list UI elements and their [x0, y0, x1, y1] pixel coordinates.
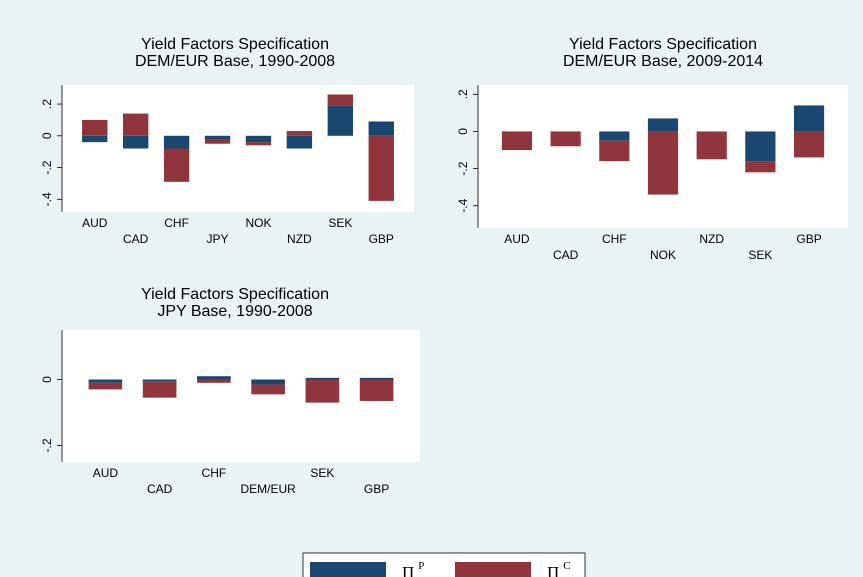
- x-tick-label: AUD: [504, 232, 530, 246]
- bar-segment: [245, 135, 272, 143]
- bar-segment: [88, 382, 123, 390]
- bar-segment: [550, 131, 581, 147]
- x-tick-label: SEK: [748, 248, 772, 262]
- bar-segment: [745, 161, 776, 173]
- x-tick-label: SEK: [328, 216, 352, 230]
- x-tick-label: AUD: [93, 466, 119, 480]
- x-tick-label: CHF: [602, 232, 627, 246]
- y-tick-label: 0: [40, 376, 54, 383]
- bar-segment: [305, 379, 340, 403]
- x-tick-label: GBP: [796, 232, 821, 246]
- bar-segment: [368, 135, 394, 201]
- bar-segment: [696, 131, 727, 160]
- y-tick-label: 0: [456, 128, 470, 135]
- x-tick-label: NZD: [699, 232, 724, 246]
- legend-superscript: P: [418, 560, 424, 572]
- x-tick-label: GBP: [364, 482, 389, 496]
- legend-symbol: Π: [547, 563, 559, 577]
- x-tick-label: NOK: [245, 216, 271, 230]
- x-tick-label: CAD: [123, 232, 149, 246]
- bar-segment: [647, 131, 679, 195]
- bar-segment: [122, 135, 149, 149]
- chart-title: Yield Factors Specification: [141, 286, 329, 303]
- x-tick-label: GBP: [369, 232, 394, 246]
- x-tick-label: CHF: [164, 216, 189, 230]
- bar-segment: [204, 138, 231, 144]
- legend-swatch: [455, 562, 531, 577]
- bar-segment: [82, 135, 108, 143]
- legend-superscript: C: [563, 560, 570, 572]
- bar-segment: [745, 131, 776, 162]
- y-tick-label: .2: [456, 89, 470, 99]
- bar-segment: [197, 376, 231, 380]
- bar-segment: [286, 131, 313, 136]
- bar-segment: [599, 131, 630, 141]
- bar-segment: [793, 131, 825, 158]
- y-tick-label: .2: [40, 99, 54, 109]
- bar-segment: [122, 113, 149, 136]
- x-tick-label: CHF: [202, 466, 227, 480]
- bar-segment: [327, 94, 354, 106]
- chart-title: DEM/EUR Base, 1990-2008: [135, 53, 335, 70]
- chart-title: Yield Factors Specification: [141, 36, 329, 53]
- x-tick-label: CAD: [553, 248, 579, 262]
- legend-symbol: Π: [402, 563, 414, 577]
- bar-segment: [327, 105, 354, 136]
- y-tick-label: -.4: [40, 192, 54, 206]
- y-tick-label: 0: [40, 132, 54, 139]
- bar-segment: [245, 142, 272, 146]
- y-tick-label: -.4: [456, 198, 470, 212]
- bar-segment: [142, 379, 177, 382]
- bar-segment: [163, 148, 190, 182]
- bar-segment: [251, 379, 285, 385]
- legend-swatch: [310, 562, 386, 577]
- bar-segment: [647, 118, 679, 132]
- bar-segment: [305, 377, 340, 380]
- x-tick-label: NOK: [650, 248, 676, 262]
- bar-segment: [251, 384, 285, 395]
- bar-segment: [286, 135, 313, 149]
- x-tick-label: JPY: [207, 232, 229, 246]
- bar-segment: [359, 377, 394, 380]
- y-tick-label: -.2: [40, 160, 54, 174]
- bar-segment: [163, 135, 190, 149]
- bar-segment: [142, 381, 177, 398]
- x-tick-label: AUD: [82, 216, 108, 230]
- bar-segment: [88, 379, 123, 383]
- chart-title: Yield Factors Specification: [569, 36, 757, 53]
- bar-segment: [359, 379, 394, 401]
- x-tick-label: SEK: [310, 466, 334, 480]
- y-tick-label: -.2: [40, 438, 54, 452]
- bar-segment: [204, 135, 231, 139]
- chart-title: JPY Base, 1990-2008: [157, 303, 312, 320]
- bar-segment: [82, 119, 108, 136]
- x-tick-label: NZD: [287, 232, 312, 246]
- chart-title: DEM/EUR Base, 2009-2014: [563, 53, 763, 70]
- y-tick-label: -.2: [456, 161, 470, 175]
- bar-segment: [599, 140, 630, 162]
- plot-region: [62, 85, 414, 212]
- bar-segment: [793, 105, 825, 132]
- bar-segment: [368, 121, 394, 136]
- x-tick-label: CAD: [147, 482, 173, 496]
- bar-segment: [501, 131, 533, 150]
- x-tick-label: DEM/EUR: [240, 482, 296, 496]
- bar-segment: [197, 379, 231, 383]
